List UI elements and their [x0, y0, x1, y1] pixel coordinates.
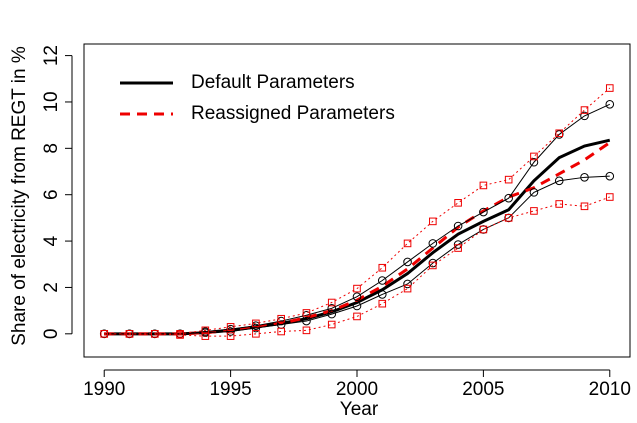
y-tick-label: 4: [41, 235, 62, 246]
point-marker: [580, 202, 589, 211]
point-marker: [454, 199, 462, 207]
point-marker: [302, 326, 311, 335]
point-marker: [529, 188, 539, 197]
point-marker: [554, 176, 564, 186]
point-marker: [504, 214, 513, 222]
point-marker: [226, 327, 235, 336]
point-marker: [605, 84, 614, 92]
point-marker: [252, 330, 260, 338]
point-marker: [580, 111, 589, 121]
point-marker: [403, 257, 412, 267]
x-axis-label: Year: [340, 399, 379, 420]
y-tick-label: 10: [41, 91, 62, 112]
point-marker: [580, 106, 589, 114]
point-marker: [201, 326, 210, 335]
point-marker: [453, 221, 463, 231]
series-line: [104, 87, 611, 335]
series-line: [104, 141, 611, 336]
series-line: [104, 138, 611, 336]
x-tick-label: 2010: [589, 379, 631, 400]
point-marker: [454, 244, 462, 252]
y-tick-label: 12: [41, 45, 62, 66]
legend-label: Default Parameters: [191, 72, 355, 93]
point-marker: [327, 304, 337, 313]
point-marker: [403, 279, 412, 289]
point-marker: [530, 152, 538, 161]
point-marker: [530, 207, 538, 215]
x-tick-label: 2005: [462, 379, 504, 400]
point-marker: [251, 323, 261, 333]
point-marker: [479, 207, 488, 217]
point-marker: [605, 193, 614, 201]
point-marker: [504, 193, 513, 203]
point-marker: [353, 312, 361, 321]
point-marker: [378, 263, 387, 272]
x-tick-label: 1990: [83, 379, 125, 400]
point-marker: [403, 239, 412, 248]
point-marker: [504, 175, 513, 184]
point-marker: [377, 290, 387, 299]
point-marker: [100, 330, 109, 338]
point-marker: [277, 314, 285, 323]
legend-label: Reassigned Parameters: [191, 103, 395, 124]
point-marker: [555, 200, 564, 208]
point-marker: [378, 299, 387, 308]
y-tick-label: 8: [41, 143, 62, 154]
series-line: [104, 175, 610, 335]
y-tick-label: 0: [41, 329, 62, 340]
series-line: [104, 196, 610, 337]
point-marker: [277, 327, 285, 336]
x-tick-label: 1995: [209, 379, 251, 400]
point-marker: [529, 157, 539, 167]
point-marker: [429, 261, 437, 270]
point-marker: [352, 292, 362, 302]
point-marker: [226, 323, 235, 331]
point-marker: [605, 171, 615, 181]
y-tick-label: 6: [41, 189, 62, 200]
y-axis-label: Share of electricity from REGT in %: [9, 46, 30, 346]
point-marker: [353, 284, 361, 293]
x-tick-label: 2000: [336, 379, 378, 400]
point-marker: [327, 320, 336, 329]
point-marker: [479, 181, 488, 190]
point-marker: [252, 319, 260, 328]
point-marker: [377, 276, 387, 285]
point-marker: [479, 225, 488, 234]
point-marker: [403, 284, 412, 293]
point-marker: [327, 309, 337, 319]
point-marker: [302, 316, 311, 326]
point-marker: [605, 99, 615, 109]
point-marker: [580, 173, 589, 182]
point-marker: [352, 301, 362, 311]
point-marker: [125, 330, 134, 338]
point-marker: [428, 239, 438, 248]
point-marker: [429, 217, 437, 226]
point-marker: [555, 129, 564, 138]
point-marker: [302, 309, 311, 317]
point-marker: [176, 331, 184, 339]
point-marker: [327, 298, 336, 307]
point-marker: [201, 332, 210, 340]
y-tick-label: 2: [41, 282, 62, 293]
point-marker: [226, 332, 235, 340]
plot-box: [83, 43, 631, 358]
point-marker: [150, 330, 159, 338]
